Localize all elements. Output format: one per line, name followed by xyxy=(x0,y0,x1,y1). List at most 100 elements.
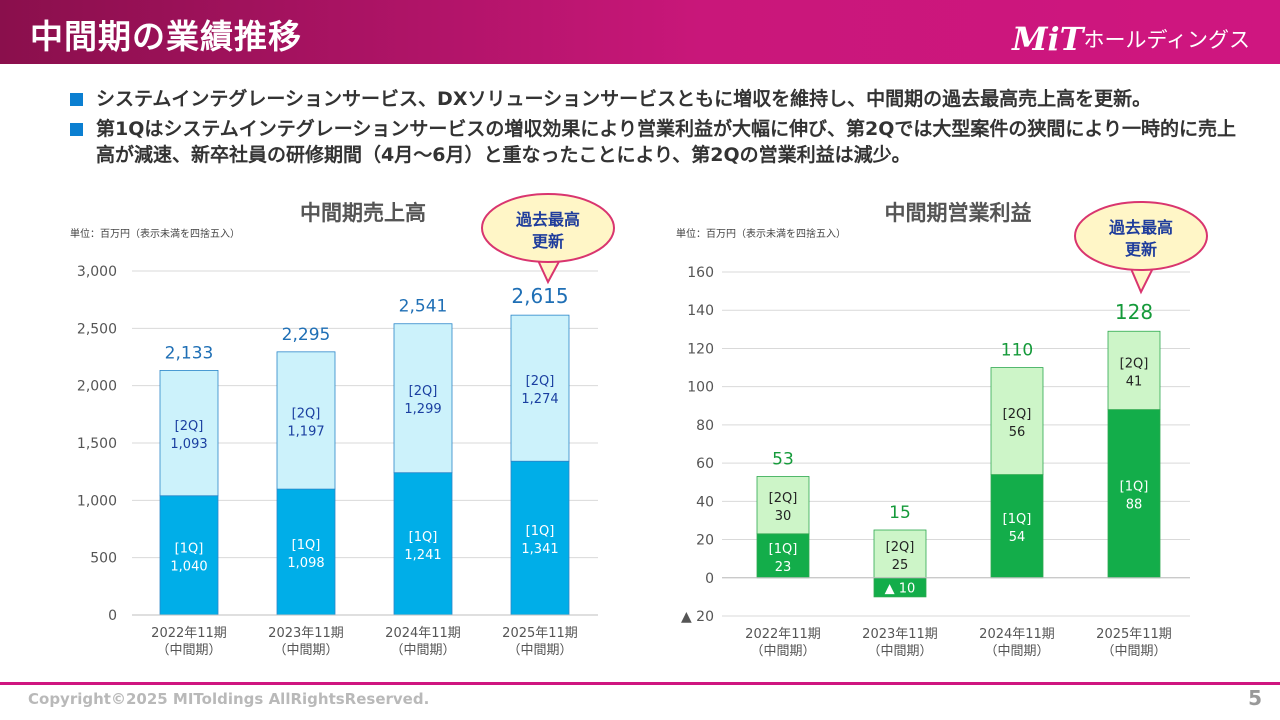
y-tick-label: 40 xyxy=(696,494,714,510)
callout-text-line1: 過去最高 xyxy=(515,210,580,229)
bar-label-q2-name: [2Q] xyxy=(175,419,204,434)
y-tick-label: 0 xyxy=(705,571,714,587)
bar-label-q1-value: ▲ 10 xyxy=(885,581,916,596)
bar-label-q1-value: 54 xyxy=(1009,530,1026,545)
company-logo: MiTホールディングス xyxy=(1012,20,1250,58)
bar-label-q1-name: [1Q] xyxy=(526,524,555,539)
bar-segment-q1 xyxy=(1107,409,1161,579)
bar-segment-q1 xyxy=(990,474,1044,579)
bar-segment-q2 xyxy=(276,351,336,490)
bar-label-q2-name: [2Q] xyxy=(1120,356,1149,371)
bar-segment-q2 xyxy=(990,367,1044,475)
bar-label-q2-name: [2Q] xyxy=(409,384,438,399)
chart-title: 中間期売上高 xyxy=(300,201,426,225)
bar-segment-q1 xyxy=(393,472,453,616)
bar-total-label: 2,133 xyxy=(165,343,214,363)
bar-label-q1-value: 1,098 xyxy=(287,556,324,571)
bar-label-q1-name: [1Q] xyxy=(769,542,798,557)
unit-note: 単位：百万円（表示未満を四捨五入） xyxy=(676,227,846,240)
bar-total-label: 2,615 xyxy=(511,284,568,308)
bar-label-q2-value: 56 xyxy=(1009,425,1026,440)
bar-segment-q1 xyxy=(756,533,810,579)
copyright-text: Copyright©2025 MIToldings AllRightsReser… xyxy=(28,690,430,708)
x-tick-label: 2022年11期 xyxy=(151,626,227,641)
bar-segment-q2 xyxy=(393,323,453,474)
bar-segment-q1 xyxy=(159,495,219,616)
bullet-square-icon xyxy=(70,93,83,106)
y-tick-label: 120 xyxy=(687,341,714,357)
callout-pointer-mask xyxy=(537,254,561,260)
bar-total-label: 110 xyxy=(1001,341,1033,361)
y-tick-label: 60 xyxy=(696,456,714,472)
page-number: 5 xyxy=(1248,686,1262,710)
y-tick-label: 100 xyxy=(687,380,714,396)
bar-total-label: 2,541 xyxy=(399,297,448,317)
x-tick-label: 2023年11期 xyxy=(862,627,938,642)
callout-bubble xyxy=(481,193,615,263)
logo-text: ホールディングス xyxy=(1083,28,1250,52)
bar-segment-q2 xyxy=(510,314,570,462)
bullet-item: 第1Qはシステムインテグレーションサービスの増収効果により営業利益が大幅に伸び、… xyxy=(70,116,1250,168)
x-tick-label-sub: （中間期） xyxy=(156,643,221,658)
x-tick-label-sub: （中間期） xyxy=(507,643,572,658)
y-tick-label: 160 xyxy=(687,265,714,281)
bar-label-q1-value: 1,040 xyxy=(170,559,207,574)
bullet-text: システムインテグレーションサービス、DXソリューションサービスともに増収を維持し… xyxy=(96,88,1152,110)
bar-label-q2-value: 41 xyxy=(1126,374,1143,389)
y-tick-label: 2,000 xyxy=(77,379,117,395)
bar-label-q1-value: 23 xyxy=(775,560,792,575)
bar-label-q1-name: [1Q] xyxy=(1003,512,1032,527)
bar-label-q2-name: [2Q] xyxy=(1003,407,1032,422)
bullet-square-icon xyxy=(70,123,83,136)
bar-label-q1-value: 88 xyxy=(1126,498,1143,513)
bar-segment-q1 xyxy=(276,488,336,616)
bar-label-q2-name: [2Q] xyxy=(526,374,555,389)
y-tick-label: 20 xyxy=(696,533,714,549)
bar-label-q2-value: 1,093 xyxy=(170,437,207,452)
x-tick-label: 2024年11期 xyxy=(385,626,461,641)
y-tick-label: ▲ 20 xyxy=(681,609,714,625)
page-title: 中間期の業績推移 xyxy=(30,17,302,56)
bar-total-label: 15 xyxy=(889,503,911,523)
bar-label-q1-name: [1Q] xyxy=(175,541,204,556)
header-bar: 中間期の業績推移 MiTホールディングス xyxy=(0,0,1280,64)
bullet-item: システムインテグレーションサービス、DXソリューションサービスともに増収を維持し… xyxy=(70,86,1250,112)
unit-note: 単位：百万円（表示未満を四捨五入） xyxy=(70,227,240,240)
bar-label-q2-value: 30 xyxy=(775,509,792,524)
bar-segment-q2 xyxy=(873,529,927,579)
y-tick-label: 500 xyxy=(90,551,117,567)
y-tick-label: 140 xyxy=(687,303,714,319)
bar-segment-q2 xyxy=(1107,330,1161,410)
x-tick-label: 2022年11期 xyxy=(745,627,821,642)
bar-segment-q1 xyxy=(510,460,570,616)
callout-pointer-mask xyxy=(1130,262,1154,268)
summary-bullets: システムインテグレーションサービス、DXソリューションサービスともに増収を維持し… xyxy=(70,86,1250,172)
bar-label-q2-name: [2Q] xyxy=(769,491,798,506)
x-tick-label: 2024年11期 xyxy=(979,627,1055,642)
callout-text-line1: 過去最高 xyxy=(1108,218,1173,237)
bar-label-q2-value: 1,299 xyxy=(404,402,441,417)
y-tick-label: 2,500 xyxy=(77,321,117,337)
bar-label-q2-value: 1,274 xyxy=(521,392,558,407)
bar-segment-q2 xyxy=(159,370,219,497)
callout-bubble xyxy=(1074,201,1208,271)
bar-label-q1-value: 1,341 xyxy=(521,542,558,557)
x-tick-label: 2025年11期 xyxy=(502,626,578,641)
y-tick-label: 1,000 xyxy=(77,493,117,509)
bullet-text: 第1Qはシステムインテグレーションサービスの増収効果により営業利益が大幅に伸び、… xyxy=(96,118,1237,166)
bar-label-q1-name: [1Q] xyxy=(292,538,321,553)
bar-label-q1-name: [1Q] xyxy=(1120,480,1149,495)
callout-text-line2: 更新 xyxy=(1125,240,1157,259)
x-tick-label-sub: （中間期） xyxy=(1101,644,1166,659)
x-tick-label-sub: （中間期） xyxy=(273,643,338,658)
bar-label-q2-name: [2Q] xyxy=(886,540,915,555)
bar-label-q1-name: [1Q] xyxy=(409,530,438,545)
bar-total-label: 128 xyxy=(1115,300,1153,324)
x-tick-label-sub: （中間期） xyxy=(984,644,1049,659)
footer-divider xyxy=(0,682,1280,685)
chart-title: 中間期営業利益 xyxy=(885,201,1032,225)
x-tick-label: 2025年11期 xyxy=(1096,627,1172,642)
bar-label-q2-value: 25 xyxy=(892,558,909,573)
y-tick-label: 1,500 xyxy=(77,436,117,452)
